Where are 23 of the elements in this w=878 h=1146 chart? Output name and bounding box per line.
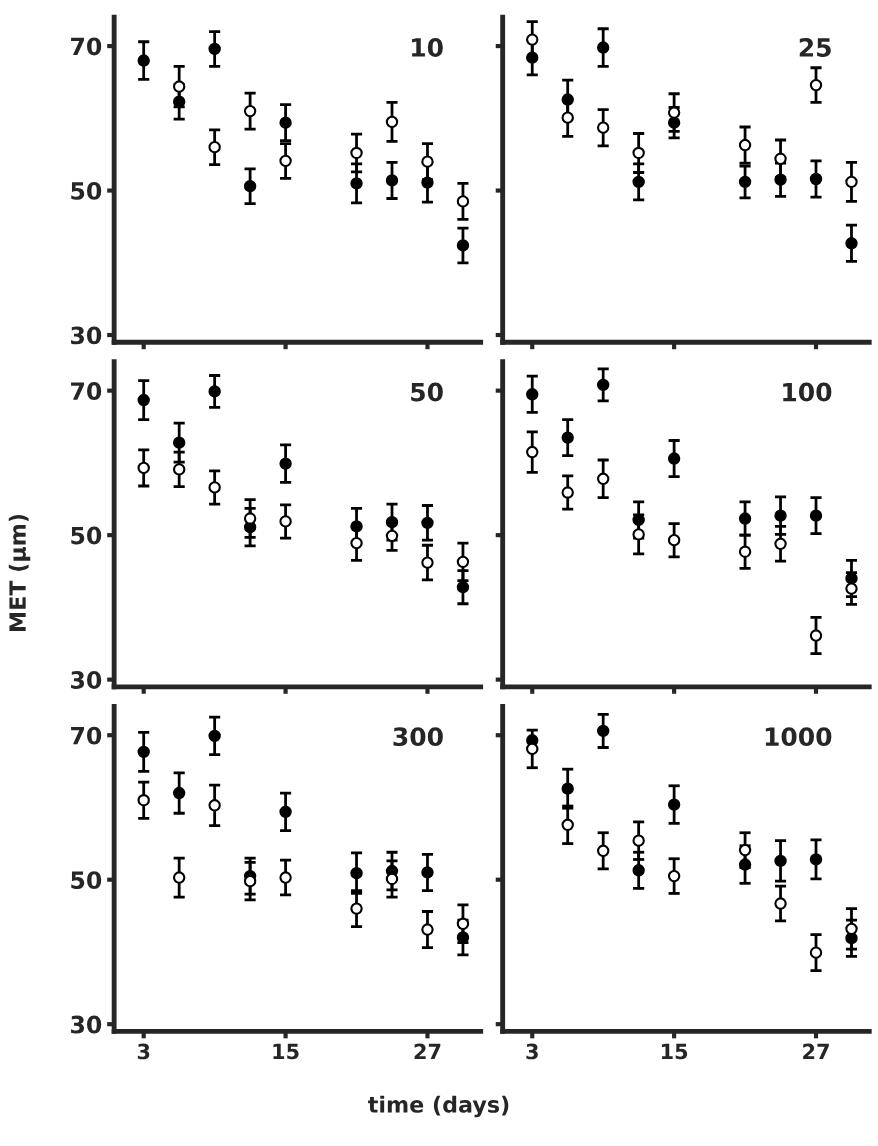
x-tick-label: 15: [661, 1043, 688, 1060]
y-tick-label: 70: [71, 726, 102, 745]
y-tick-label: 30: [71, 326, 102, 345]
x-tick-label: 27: [803, 1043, 829, 1060]
y-tick-label: 30: [71, 671, 102, 689]
annotation: 10: [412, 38, 443, 57]
y-tick-label: 50: [71, 182, 102, 200]
y-tick-label: 30: [71, 1015, 102, 1034]
x-tick-label: 15: [273, 1043, 299, 1060]
x-axis-title: time (days): [368, 1095, 509, 1118]
x-tick-label: 3: [137, 1043, 150, 1060]
annotation: 100: [783, 382, 832, 402]
y-tick-label: 70: [71, 382, 102, 400]
y-tick-label: 70: [71, 37, 102, 56]
annotation: 1000: [765, 727, 832, 747]
annotation: 25: [799, 38, 831, 57]
x-tick-label: 3: [526, 1043, 538, 1060]
annotation: 50: [411, 382, 443, 402]
y-tick-label: 50: [71, 526, 102, 545]
y-tick-label: 50: [71, 871, 102, 890]
x-tick-label: 27: [414, 1043, 441, 1060]
y-axis-title: MET (µm): [8, 514, 31, 631]
annotation: 300: [393, 727, 443, 747]
